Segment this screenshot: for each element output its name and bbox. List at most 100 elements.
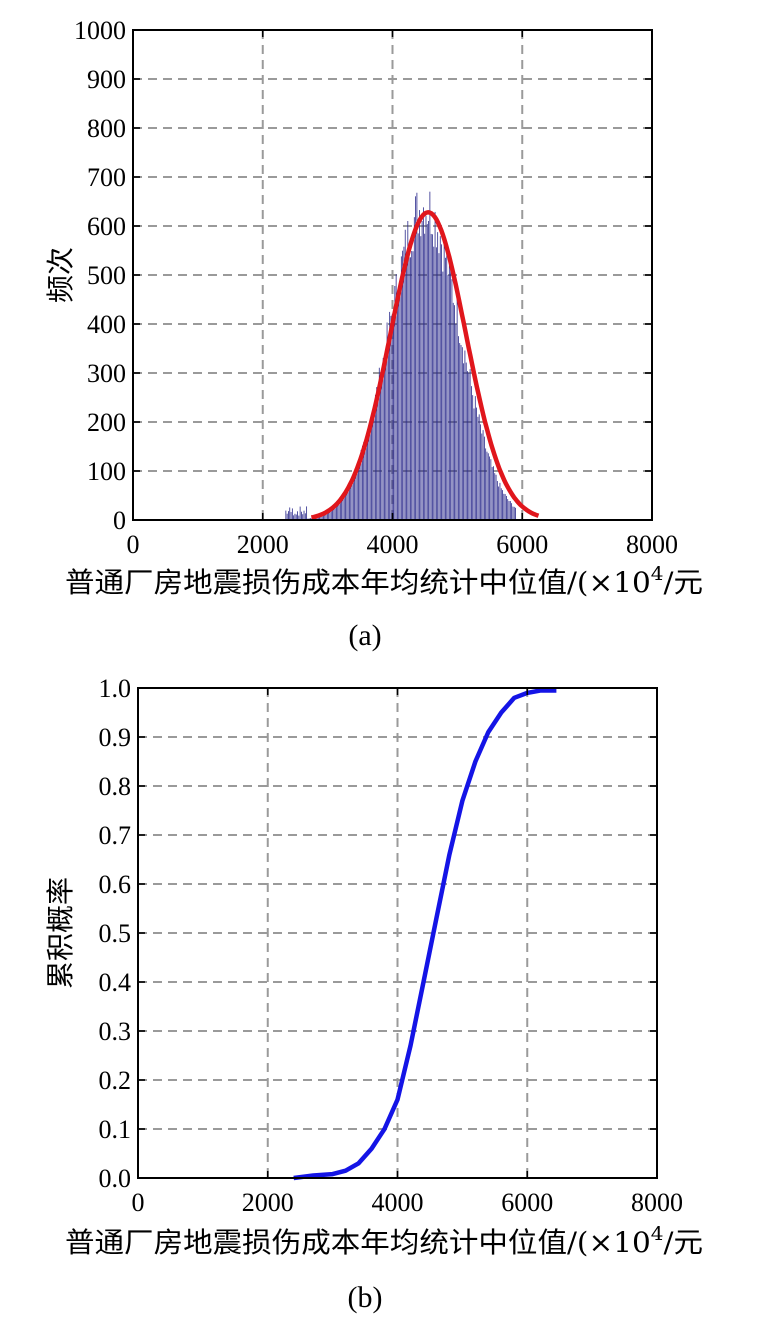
histogram-bar [291,508,293,520]
histogram-bar [478,414,480,520]
histogram-bar [467,371,468,520]
y-tick-label: 0.9 [99,723,132,752]
x-tick-label: 2000 [237,530,289,559]
panel-b-x-axis-label: 普通厂房地震损伤成本年均统计中位值/(×10 4/元 [65,1223,703,1259]
histogram-bar [452,302,454,520]
panel-a-histogram-bars [285,191,516,521]
y-tick-label: 0.8 [99,772,132,801]
histogram-bar [482,430,484,520]
histogram-bar [504,494,506,520]
y-tick-label: 0.0 [99,1164,132,1193]
histogram-bar [368,436,370,520]
histogram-bar [468,372,470,520]
y-tick-label: 400 [87,310,126,339]
y-tick-label: 1.0 [99,674,132,703]
histogram-bar [494,473,496,520]
panel-b-grid [138,688,657,1178]
x-tick-label: 8000 [631,1188,683,1217]
histogram-bar [317,516,319,520]
histogram-bar [456,296,458,520]
histogram-bar [426,224,428,520]
histogram-bar [386,322,388,520]
histogram-bar [369,425,371,520]
histogram-bar [288,511,289,520]
histogram-bar [513,506,515,520]
histogram-bar [511,503,513,520]
histogram-bar [384,355,385,520]
histogram-bar [507,499,509,520]
histogram-bar [499,482,501,520]
histogram-bar [422,207,424,521]
panel-a-x-axis-label-superscript: 4 [651,563,664,585]
panel-a-x-axis-label: 普通厂房地震损伤成本年均统计中位值/(×10 4/元 [65,563,703,599]
histogram-bar [489,456,490,520]
histogram-bar [329,510,331,520]
histogram-bar [502,490,503,520]
histogram-bar [367,431,368,520]
histogram-bar [403,246,405,520]
histogram-bar [337,504,339,520]
histogram-bar [289,507,291,520]
x-tick-label: 0 [132,1188,145,1217]
histogram-bar [461,347,463,520]
panel-a-caption: (a) [348,619,381,652]
panel-b-y-axis-label: 累积概率 [44,877,77,989]
y-tick-label: 0.3 [99,1017,132,1046]
histogram-bar [474,396,476,520]
histogram-bar [364,438,366,520]
histogram-bar [429,191,431,520]
histogram-bar [458,336,459,520]
histogram-bar [430,233,432,520]
histogram-bar [509,501,511,520]
histogram-bar [330,510,332,520]
histogram-bar [306,506,308,520]
histogram-bar [365,435,367,520]
histogram-bar [503,493,505,520]
x-tick-label: 6000 [496,530,548,559]
histogram-bar [402,250,404,520]
histogram-bar [372,417,374,520]
histogram-bar [345,493,346,520]
histogram-bar [304,513,306,520]
histogram-bar [455,323,457,520]
histogram-bar [493,466,494,520]
histogram-bar [376,387,378,520]
histogram-bar [445,257,446,520]
histogram-bar [336,506,337,520]
y-tick-label: 300 [87,359,126,388]
panel-a-x-axis-label-tail: /元 [664,566,703,599]
histogram-bar [433,246,435,520]
histogram-bar [439,236,441,521]
histogram-bar [355,474,357,520]
histogram-bar [342,498,344,520]
histogram-bar [411,251,413,520]
panel-b-x-axis-label-main: 普通厂房地震损伤成本年均统计中位值/(×10 [65,1226,651,1259]
y-tick-label: 0.2 [99,1066,132,1095]
histogram-bar [343,495,345,520]
panel-b-cumulative-line [293,688,557,1181]
histogram-bar [500,488,502,520]
histogram-bar [406,259,407,520]
histogram-bar [354,472,356,520]
histogram-bar [425,215,427,520]
panel-b-x-ticks: 0 2000 4000 6000 8000 [132,688,683,1217]
histogram-bar [506,495,507,520]
x-tick-label: 6000 [501,1188,553,1217]
histogram-bar [349,486,350,520]
histogram-bar [285,510,287,520]
panel-a-y-ticks: 0 100 200 300 400 500 600 700 800 900 1000 [74,16,652,535]
histogram-bar [391,313,393,520]
histogram-bar [483,436,485,520]
histogram-bar [470,386,472,520]
histogram-bar [347,486,349,520]
histogram-bar [373,407,375,520]
histogram-bar [486,451,488,520]
panel-a-x-axis-label-main: 普通厂房地震损伤成本年均统计中位值/(×10 [65,566,651,599]
y-tick-label: 0.4 [99,968,132,997]
histogram-bar [415,196,417,520]
histogram-bar [442,271,444,520]
x-tick-label: 4000 [367,530,419,559]
histogram-bar [515,507,516,520]
histogram-bar [320,515,322,520]
